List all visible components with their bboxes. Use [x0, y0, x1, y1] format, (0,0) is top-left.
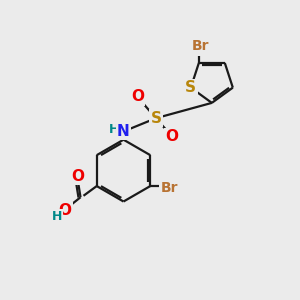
- Text: H: H: [109, 124, 119, 136]
- Text: O: O: [59, 203, 72, 218]
- Text: N: N: [117, 124, 130, 139]
- Text: S: S: [150, 111, 161, 126]
- Text: H: H: [52, 211, 62, 224]
- Text: O: O: [166, 129, 178, 144]
- Text: O: O: [71, 169, 84, 184]
- Text: Br: Br: [161, 181, 178, 194]
- Text: O: O: [131, 89, 144, 104]
- Text: Br: Br: [192, 39, 209, 53]
- Text: S: S: [185, 80, 196, 95]
